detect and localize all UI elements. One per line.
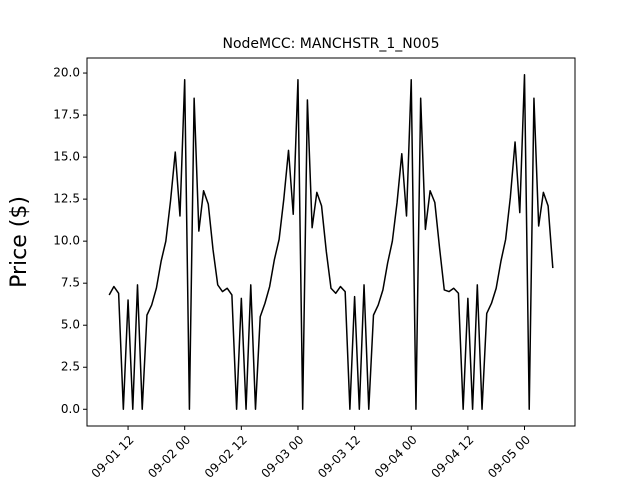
x-tick-label: 09-04 12 [428, 433, 476, 480]
y-tick-label: 15.0 [53, 150, 80, 164]
y-axis-label: Price ($) [7, 196, 32, 288]
chart-title: NodeMCC: MANCHSTR_1_N005 [222, 36, 439, 52]
y-tick-label: 10.0 [53, 234, 80, 248]
y-tick-label: 17.5 [53, 108, 80, 122]
y-tick-label: 20.0 [53, 66, 80, 80]
x-tick-label: 09-05 00 [485, 433, 533, 480]
x-tick-label: 09-02 00 [145, 433, 193, 480]
y-tick-label: 0.0 [61, 402, 80, 416]
price-line [108, 73, 554, 411]
y-tick-label: 7.5 [61, 276, 80, 290]
x-tick-label: 09-04 00 [372, 433, 420, 480]
x-tick-label: 09-03 12 [315, 433, 363, 480]
y-tick-label: 12.5 [53, 192, 80, 206]
x-tick-label: 09-03 00 [259, 433, 307, 480]
plot-frame [86, 57, 576, 427]
x-tick-label: 09-01 12 [89, 433, 137, 480]
x-tick-label: 09-02 12 [202, 433, 250, 480]
y-tick-label: 2.5 [61, 360, 80, 374]
y-tick-label: 5.0 [61, 318, 80, 332]
